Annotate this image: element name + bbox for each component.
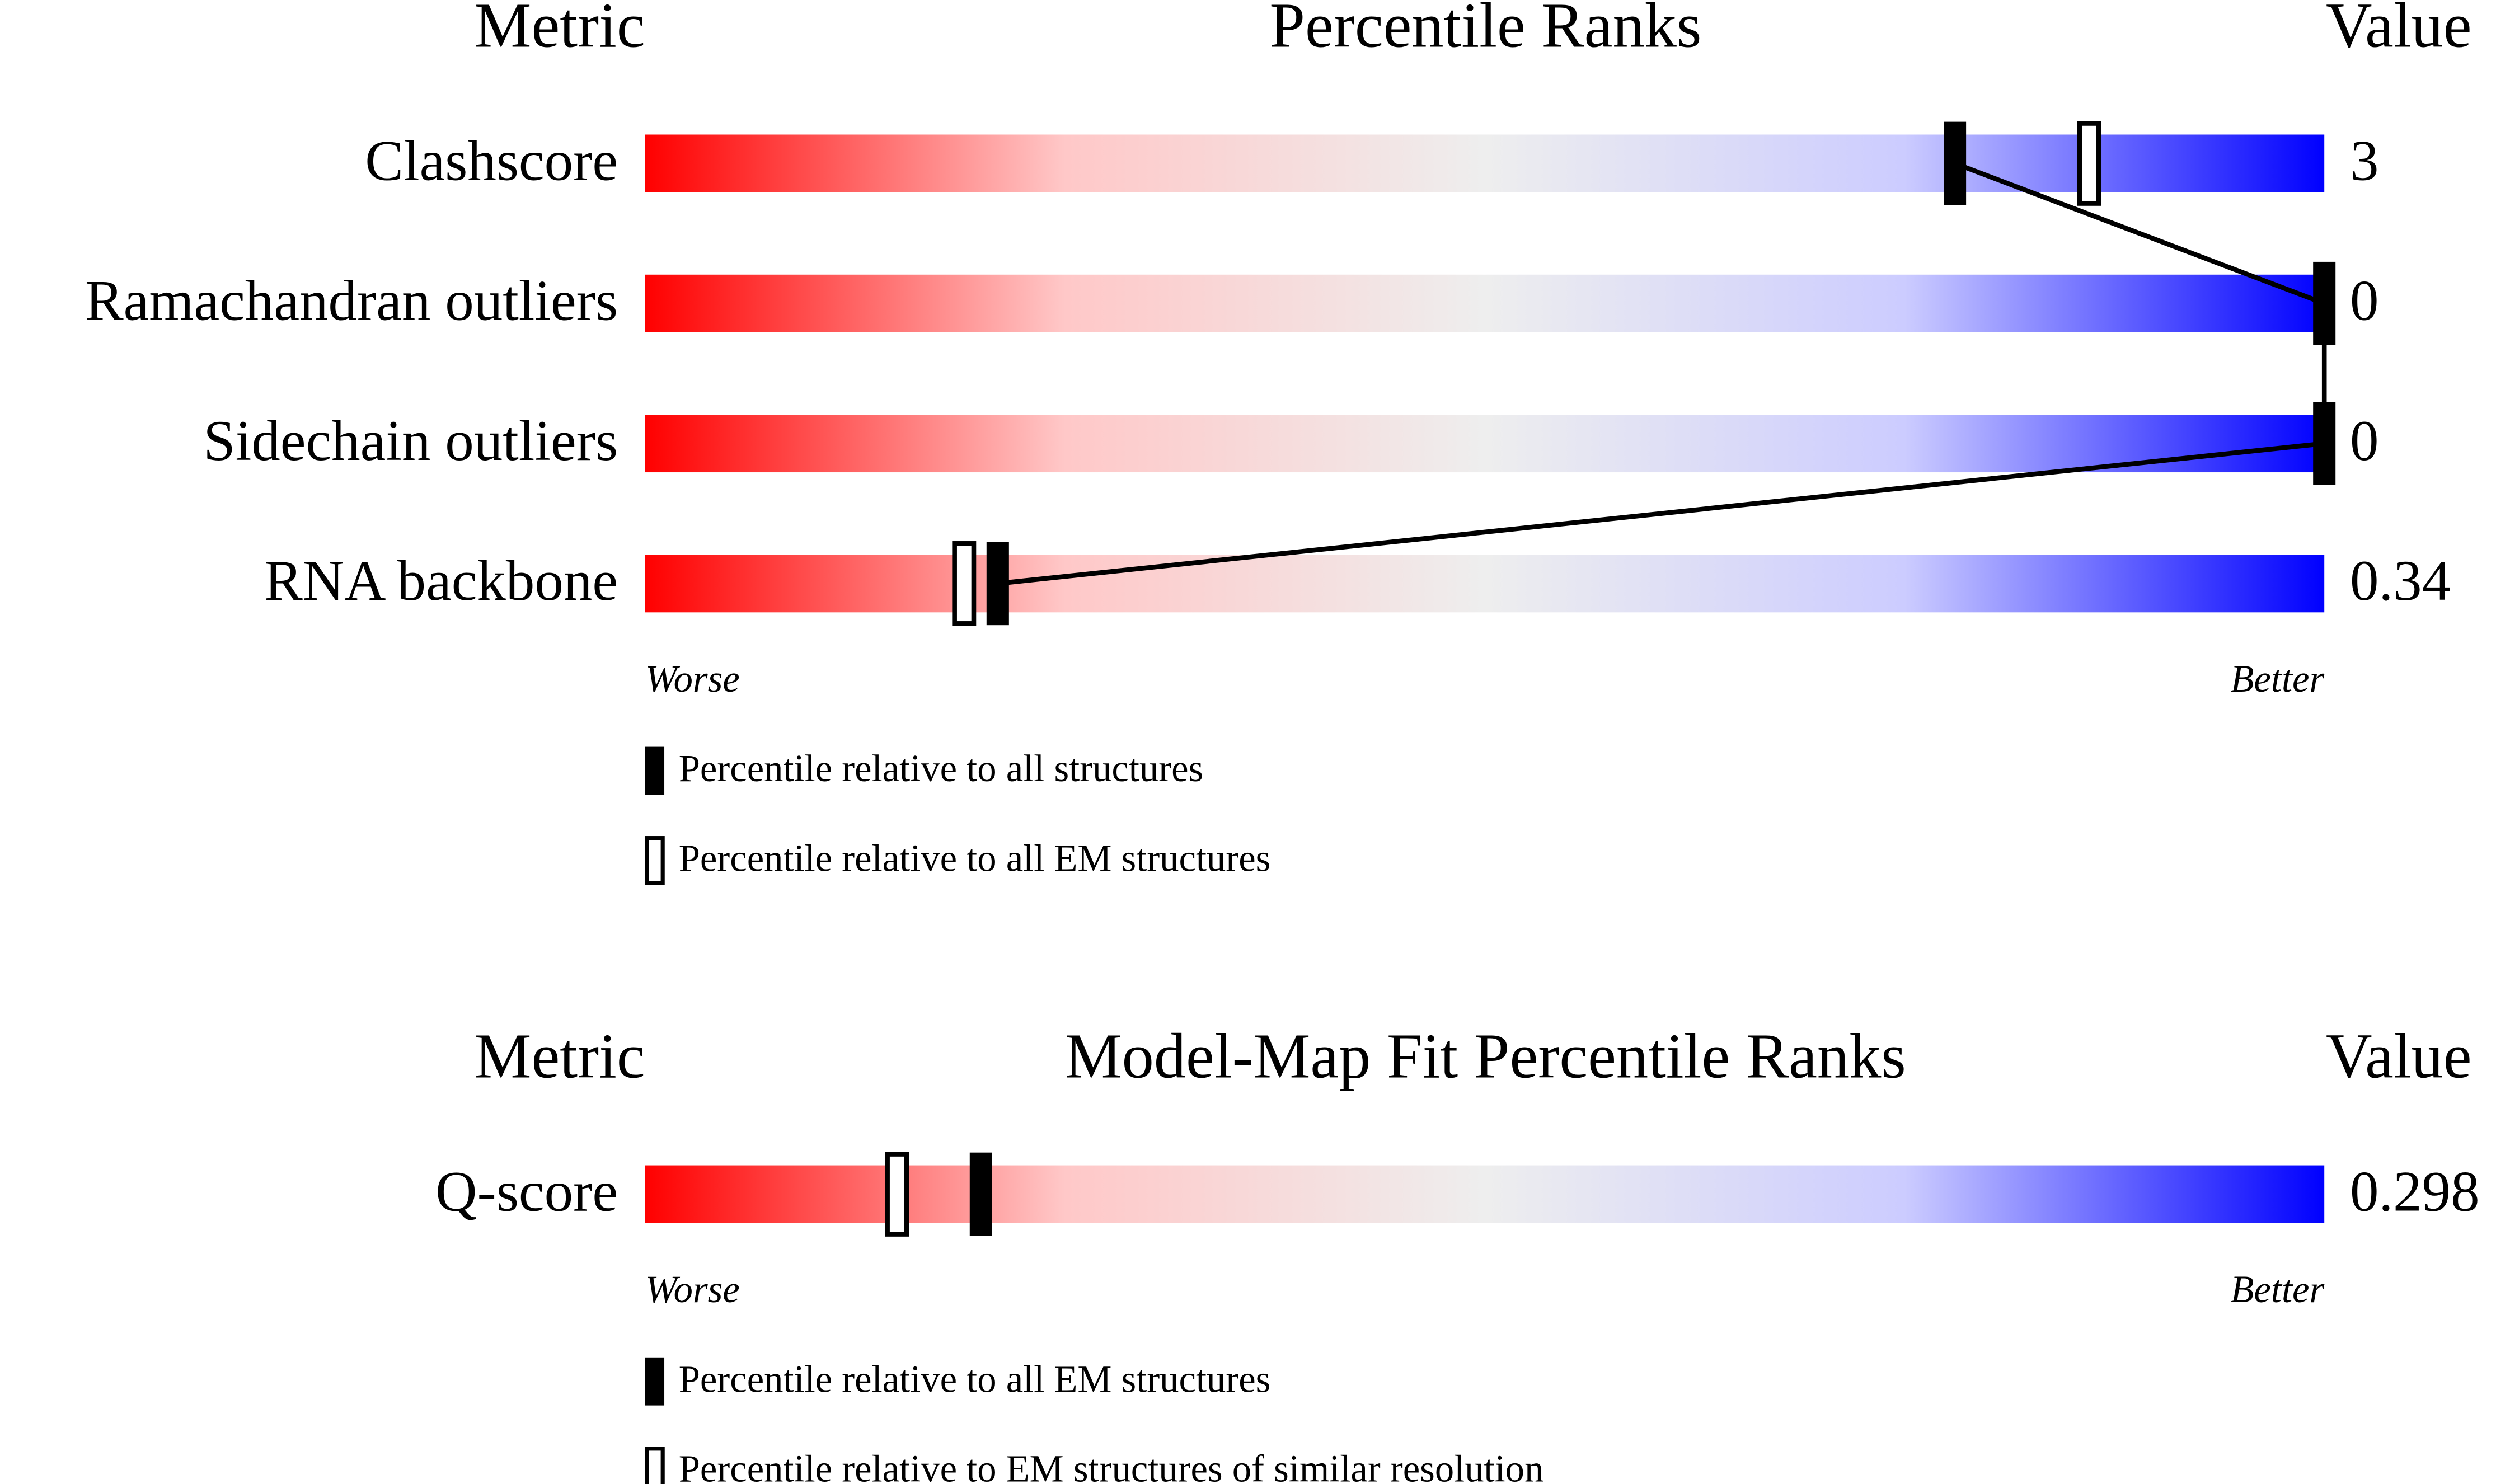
legend-label: Percentile relative to all structures <box>679 747 1204 790</box>
metric-label: RNA backbone <box>264 549 618 613</box>
percentile-marker <box>2313 261 2336 345</box>
legend-label: Percentile relative to EM structures of … <box>679 1447 1544 1484</box>
percentile-marker <box>986 542 1009 626</box>
value-header: Value <box>2326 1021 2472 1092</box>
legend-swatch <box>645 1357 665 1406</box>
metric-label: Q-score <box>435 1159 618 1223</box>
legend-swatch-open <box>644 836 665 885</box>
percentile-marker-open <box>885 1152 909 1237</box>
metric-value: 0 <box>2350 409 2378 473</box>
gradient-bar <box>645 1165 2325 1223</box>
better-label: Better <box>2231 658 2325 700</box>
metric-value: 0 <box>2350 269 2378 333</box>
percentile-marker <box>969 1152 992 1236</box>
metric-value: 3 <box>2350 129 2378 192</box>
legend-label: Percentile relative to all EM structures <box>679 837 1271 879</box>
metric-label: Sidechain outliers <box>203 409 618 473</box>
legend-swatch <box>645 746 665 795</box>
gradient-bar <box>645 415 2325 473</box>
metric-header: Metric <box>475 1021 645 1092</box>
worse-label: Worse <box>645 1268 740 1311</box>
percentile-marker-open <box>2077 121 2101 206</box>
metric-header: Metric <box>475 0 645 61</box>
worse-label: Worse <box>645 658 740 700</box>
chart-title: Model-Map Fit Percentile Ranks <box>1065 1021 1906 1092</box>
connector-line <box>997 161 2327 586</box>
metric-value: 0.298 <box>2350 1159 2480 1223</box>
gradient-bar <box>645 555 2325 613</box>
metric-label: Clashscore <box>365 129 618 192</box>
metric-value: 0.34 <box>2350 549 2451 613</box>
gradient-bar <box>645 134 2325 192</box>
legend-label: Percentile relative to all EM structures <box>679 1358 1271 1400</box>
chart-title: Percentile Ranks <box>1269 0 1701 61</box>
legend-swatch-open <box>644 1447 665 1484</box>
better-label: Better <box>2231 1268 2325 1311</box>
gradient-bar <box>645 274 2325 332</box>
percentile-marker-open <box>952 541 977 626</box>
metric-label: Ramachandran outliers <box>85 269 618 333</box>
percentile-marker <box>1944 121 1967 205</box>
percentile-marker <box>2313 402 2336 485</box>
value-header: Value <box>2326 0 2472 61</box>
